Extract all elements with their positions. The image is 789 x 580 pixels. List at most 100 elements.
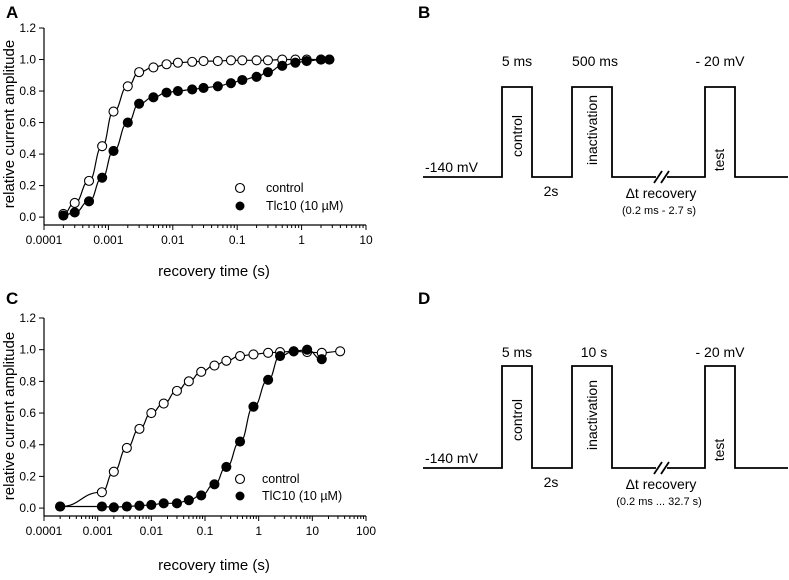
point-tlc10-c (316, 354, 327, 365)
point-tlc10-c (196, 490, 207, 501)
ticks-a: 0.0001 0.001 0.01 0.1 1 10 0.0 0.2 0.4 0.6 0.8 1.0 1… (19, 21, 373, 247)
hold-voltage-d: -140 mV (425, 450, 479, 466)
y-tick-label-a: 0.6 (19, 116, 36, 130)
x-tick-label-c: 0.0001 (26, 524, 63, 538)
point-control-a (187, 56, 198, 67)
x-tick-label-c: 0.001 (83, 524, 113, 538)
ticks-c: 0.0001 0.001 0.01 0.1 1 10 100 0.0 0.2 0.4 0.6 0.8 1… (19, 311, 376, 538)
point-control-a (172, 57, 183, 68)
point-control-a (148, 62, 159, 73)
point-tlc10-c (108, 502, 119, 513)
point-tlc10-c (302, 344, 313, 355)
point-control-a (212, 56, 223, 67)
pulse1-duration-d: 5 ms (502, 344, 532, 360)
point-tlc10-a (212, 81, 223, 92)
legend-marker-tlc10-a (235, 201, 245, 211)
y-axis-label-a: relative current amplitude (1, 40, 18, 208)
point-tlc10-c (55, 501, 66, 512)
voltage-trace-b (423, 86, 788, 178)
point-control-a (83, 175, 95, 186)
chart-c: C recovery time (s) relative current amp… (1, 289, 376, 574)
test-label-d: test (711, 439, 727, 462)
point-tlc10-a (251, 71, 262, 82)
x-tick-label-a: 0.0001 (26, 233, 63, 247)
point-tlc10-c (209, 479, 220, 490)
point-tlc10-a (277, 60, 288, 71)
recovery-label-d: Δt recovery (626, 476, 697, 492)
pulse2-duration-b: 500 ms (572, 53, 618, 69)
legend-marker-control-a (234, 182, 246, 194)
break-mark-1-b (653, 170, 663, 184)
point-tlc10-a (172, 85, 183, 97)
points-c (55, 344, 346, 513)
recovery-range-b: (0.2 ms - 2.7 s) (622, 205, 696, 217)
point-control-c (196, 366, 207, 377)
point-tlc10-c (221, 461, 232, 472)
point-tlc10-a (97, 172, 108, 183)
y-tick-label-a: 0.2 (19, 179, 36, 193)
legend-label-control-c: control (262, 472, 300, 486)
point-control-c (134, 423, 145, 434)
points-a (58, 54, 335, 221)
fit-curve-control-a (63, 58, 330, 215)
y-tick-label-c: 1.0 (19, 343, 36, 357)
recovery-label-b: Δt recovery (626, 185, 697, 201)
point-tlc10-a (58, 210, 69, 221)
y-tick-label-a: 0.4 (19, 147, 36, 161)
y-tick-label-c: 0.4 (19, 438, 36, 452)
point-tlc10-a (69, 207, 80, 218)
x-tick-label-a: 0.001 (93, 233, 123, 247)
point-tlc10-c (146, 499, 157, 510)
x-tick-label-a: 1 (298, 233, 305, 247)
panel-label-b: B (418, 3, 430, 22)
protocol-b: B -140 mV 5 ms control 2s 500 ms inactiv… (418, 3, 788, 217)
legend-marker-control-c (234, 473, 246, 485)
x-tick-label-a: 0.1 (229, 233, 246, 247)
point-control-c (221, 355, 232, 366)
test-label-b: test (711, 149, 727, 172)
panel-label-d: D (418, 289, 430, 308)
point-tlc10-a (262, 67, 273, 78)
point-control-a (251, 55, 262, 66)
point-tlc10-c (288, 346, 299, 357)
fit-curve-tlc10-a (63, 58, 330, 217)
point-control-a (108, 106, 119, 117)
point-tlc10-a (148, 92, 159, 103)
point-control-a (97, 141, 108, 152)
gap-duration-b: 2s (544, 183, 559, 199)
point-tlc10-c (171, 498, 182, 509)
point-tlc10-a (108, 145, 119, 156)
x-tick-label-a: 10 (359, 233, 373, 247)
hold-voltage-b: -140 mV (425, 159, 479, 175)
break-mark-2-b (660, 170, 670, 184)
point-control-a (69, 197, 80, 208)
legend-label-tlc10-c: TlC10 (10 µM) (262, 489, 342, 503)
point-control-c (235, 350, 246, 362)
x-tick-label-a: 0.01 (161, 233, 185, 247)
gap-duration-d: 2s (544, 474, 559, 490)
point-control-c (146, 407, 157, 419)
recovery-range-d: (0.2 ms ... 32.7 s) (616, 496, 702, 508)
pulse2-label-b: inactivation (584, 95, 600, 165)
point-control-a (262, 55, 273, 66)
pulse1-label-d: control (509, 399, 525, 441)
legend-marker-tlc10-c (235, 491, 245, 501)
protocol-d: D -140 mV 5 ms control 2s 10 s inactivat… (418, 289, 788, 508)
point-tlc10-a (225, 78, 237, 89)
y-tick-label-a: 1.2 (19, 21, 36, 35)
point-tlc10-c (183, 495, 194, 506)
x-tick-label-c: 100 (356, 524, 376, 538)
test-voltage-b: - 20 mV (695, 53, 745, 69)
point-control-a (225, 55, 237, 66)
point-tlc10-a (324, 54, 335, 65)
point-tlc10-a (187, 84, 198, 95)
break-mark-1-d (653, 461, 663, 475)
point-control-c (108, 466, 119, 477)
point-tlc10-a (237, 74, 248, 86)
point-control-a (134, 67, 145, 78)
y-tick-label-c: 0.2 (19, 469, 36, 483)
y-tick-label-c: 1.2 (19, 311, 36, 325)
point-tlc10-a (315, 54, 327, 65)
voltage-trace-d (423, 365, 788, 469)
panel-label-a: A (6, 3, 18, 22)
